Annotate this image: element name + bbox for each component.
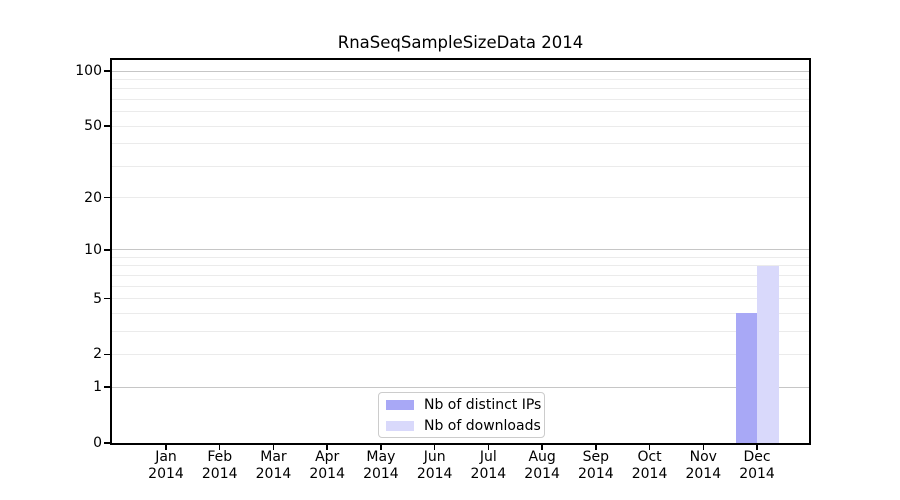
- y-tick-mark: [104, 196, 110, 199]
- gridline-minor: [112, 285, 809, 287]
- gridline-minor: [112, 265, 809, 267]
- plot-area: [110, 58, 811, 445]
- y-tick-mark: [104, 125, 110, 127]
- legend-label-distinct-ips: Nb of distinct IPs: [424, 396, 542, 413]
- y-tick-label: 50: [84, 118, 102, 135]
- y-tick-mark: [104, 70, 110, 72]
- x-tick-mark: [165, 445, 167, 450]
- legend: Nb of distinct IPs Nb of downloads: [378, 392, 545, 438]
- gridline-minor: [112, 79, 809, 81]
- x-tick-mark: [595, 445, 597, 450]
- legend-patch-distinct-ips-icon: [386, 399, 414, 410]
- y-tick-mark: [104, 249, 110, 251]
- x-tick-label: Sep 2014: [564, 449, 628, 482]
- x-tick-label-year: 2014: [578, 465, 614, 482]
- legend-label-downloads: Nb of downloads: [424, 417, 541, 434]
- x-tick-label-year: 2014: [255, 465, 292, 482]
- gridline-major: [112, 70, 809, 72]
- gridline-minor: [112, 143, 809, 145]
- x-tick-mark: [756, 445, 758, 450]
- x-tick-label-year: 2014: [739, 465, 775, 482]
- gridline-minor: [112, 99, 809, 101]
- x-tick-mark: [702, 445, 705, 450]
- x-tick-mark: [541, 445, 543, 450]
- gridline-major: [112, 386, 809, 388]
- gridline-minor: [112, 197, 809, 199]
- gridline-minor: [112, 256, 809, 258]
- x-tick-label-year: 2014: [201, 465, 238, 482]
- gridline-minor: [112, 165, 809, 167]
- legend-item-downloads: Nb of downloads: [386, 417, 544, 435]
- y-tick-mark: [104, 442, 110, 444]
- x-tick-label: May 2014: [349, 449, 413, 482]
- bar-nb-of-distinct-ips: [735, 313, 758, 443]
- x-tick-label: Jan 2014: [134, 449, 198, 482]
- x-tick-label-year: 2014: [470, 465, 507, 482]
- x-tick-label: Oct 2014: [618, 449, 682, 482]
- x-tick-label-year: 2014: [631, 465, 668, 482]
- x-tick-label: Jul 2014: [456, 449, 520, 482]
- x-tick-label: Apr 2014: [295, 449, 359, 482]
- x-tick-label-year: 2014: [685, 465, 722, 482]
- x-tick-label-year: 2014: [363, 465, 399, 482]
- x-tick-label: Nov 2014: [671, 449, 735, 482]
- x-tick-mark: [433, 445, 436, 450]
- gridline-minor: [112, 274, 809, 276]
- y-tick-label: 20: [84, 189, 102, 206]
- gridline-minor: [112, 312, 809, 314]
- x-tick-label: Aug 2014: [510, 449, 574, 482]
- x-tick-mark: [272, 445, 275, 450]
- x-tick-mark: [487, 445, 490, 450]
- x-tick-label-year: 2014: [416, 465, 453, 482]
- gridline-minor: [112, 330, 809, 332]
- gridline-minor: [112, 353, 809, 355]
- legend-item-distinct-ips: Nb of distinct IPs: [386, 396, 544, 414]
- gridline-minor: [112, 111, 809, 113]
- y-tick-label: 2: [93, 346, 102, 363]
- x-tick-label-year: 2014: [309, 465, 345, 482]
- x-tick-mark: [326, 445, 328, 450]
- x-tick-label: Dec 2014: [725, 449, 789, 482]
- x-tick-label: Mar 2014: [241, 449, 305, 482]
- bar-nb-of-downloads: [757, 265, 779, 443]
- y-tick-label: 1: [93, 379, 102, 396]
- gridline-minor: [112, 88, 809, 90]
- y-tick-mark: [104, 353, 110, 356]
- gridline-major: [112, 249, 809, 251]
- gridline-minor: [112, 298, 809, 300]
- gridline-minor: [112, 125, 809, 127]
- y-tick-label: 10: [84, 241, 102, 258]
- x-tick-label: Feb 2014: [188, 449, 252, 482]
- chart-title: RnaSeqSampleSizeData 2014: [337, 33, 584, 52]
- y-tick-label: 100: [75, 63, 102, 80]
- x-tick-label-year: 2014: [524, 465, 560, 482]
- y-tick-label: 0: [93, 435, 102, 451]
- x-tick-label: Jun 2014: [403, 449, 467, 482]
- x-tick-label-year: 2014: [148, 465, 184, 482]
- legend-patch-downloads-icon: [386, 420, 414, 431]
- y-tick-mark: [104, 297, 110, 300]
- x-tick-mark: [380, 445, 382, 450]
- x-tick-mark: [218, 445, 221, 450]
- x-tick-mark: [648, 445, 651, 450]
- y-tick-mark: [104, 386, 110, 388]
- y-tick-label: 5: [93, 290, 102, 307]
